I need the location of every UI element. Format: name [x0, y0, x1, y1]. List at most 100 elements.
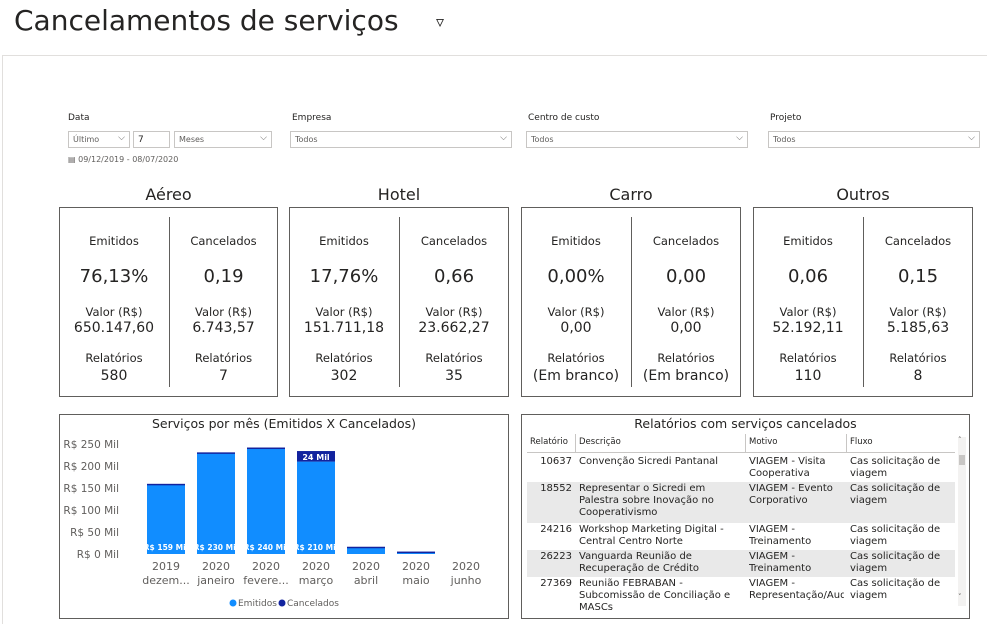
date-range: ▤ 09/12/2019 - 08/07/2020 — [68, 155, 178, 164]
data-label-cancelados: 24 Mil — [302, 453, 330, 462]
date-count-input[interactable]: 7 — [133, 131, 170, 148]
cell-descricao[interactable]: Reunião FEBRABAN - Subcomissão de Concil… — [579, 578, 731, 613]
kpi-card — [753, 207, 973, 397]
cell-motivo[interactable]: VIAGEM - Treinamento — [749, 524, 812, 547]
bar-cancelados — [147, 483, 185, 486]
y-tick-label: R$ 150 Mil — [63, 483, 119, 495]
kpi-card — [59, 207, 278, 397]
card-relatorios-label-cancelados: Relatórios — [425, 351, 483, 365]
cell-relatorio[interactable]: 24216 — [540, 524, 572, 535]
cell-motivo[interactable]: VIAGEM - Evento Corporativo — [749, 483, 833, 506]
card-title-2: Carro — [609, 185, 653, 204]
card-relatorios-label-emitidos: Relatórios — [85, 351, 143, 365]
card-percent-emitidos: 17,76% — [309, 266, 379, 287]
centro-dropdown[interactable]: Todos ⌵ — [526, 131, 748, 148]
scroll-up-icon[interactable]: ˄ — [958, 436, 962, 444]
cell-relatorio[interactable]: 27369 — [540, 578, 572, 589]
card-relatorios-cancelados: 7 — [219, 368, 228, 384]
date-mode-dropdown[interactable]: Último ⌵ — [68, 131, 130, 148]
card-valor-label-cancelados: Valor (R$) — [425, 305, 483, 319]
chevron-down-icon: ⌵ — [500, 133, 507, 143]
cell-fluxo[interactable]: Cas solicitação de viagem — [850, 483, 941, 506]
card-valor-label-cancelados: Valor (R$) — [889, 305, 947, 319]
bar-emitidos — [197, 452, 235, 554]
col-header-descricao[interactable]: Descrição — [579, 437, 621, 447]
projeto-dropdown[interactable]: Todos ⌵ — [768, 131, 980, 148]
cell-motivo[interactable]: VIAGEM - Visita Cooperativa — [749, 456, 826, 479]
bar-cancelados — [247, 447, 285, 450]
x-tick-month: fevere... — [243, 574, 288, 587]
table-scrollbar[interactable] — [958, 437, 966, 606]
col-sep — [846, 434, 847, 452]
x-tick-year: 2020 — [252, 560, 280, 573]
scroll-down-icon[interactable]: ˅ — [958, 593, 962, 601]
empresa-slicer-label: Empresa — [292, 113, 332, 123]
col-header-motivo[interactable]: Motivo — [749, 437, 778, 447]
x-tick-month: março — [299, 574, 334, 587]
card-relatorios-emitidos: 302 — [330, 368, 358, 384]
card-valor-emitidos: 0,00 — [560, 320, 592, 336]
cell-descricao[interactable]: Workshop Marketing Digital - Central Cen… — [579, 524, 724, 547]
cell-descricao[interactable]: Vanguarda Reunião de Recuperação de Créd… — [579, 551, 700, 574]
bar-emitidos — [247, 448, 285, 554]
card-valor-emitidos: 151.711,18 — [303, 320, 385, 336]
cell-descricao[interactable]: Convenção Sicredi Pantanal — [579, 456, 719, 467]
date-slicer-label: Data — [68, 113, 90, 123]
card-valor-cancelados: 23.662,27 — [418, 320, 490, 336]
x-tick-year: 2020 — [452, 560, 480, 573]
cell-motivo[interactable]: VIAGEM - Treinamento — [749, 551, 812, 574]
cell-relatorio[interactable]: 26223 — [540, 551, 572, 562]
chevron-down-icon: ⌵ — [736, 133, 743, 143]
legend-dot-emitidos — [229, 599, 237, 607]
empresa-value: Todos — [295, 135, 318, 144]
card-relatorios-label-cancelados: Relatórios — [194, 351, 253, 365]
cell-descricao[interactable]: Representar o Sicredi em Palestra sobre … — [579, 483, 714, 518]
chart-title: Serviços por mês (Emitidos X Cancelados) — [151, 416, 417, 431]
bar-cancelados — [347, 546, 385, 549]
cell-fluxo[interactable]: Cas solicitação de viagem — [850, 578, 941, 601]
empresa-dropdown[interactable]: Todos ⌵ — [290, 131, 512, 148]
card-valor-label-emitidos: Valor (R$) — [547, 305, 605, 319]
y-tick-label: R$ 50 Mil — [70, 527, 119, 539]
x-tick-month: dezem... — [142, 574, 190, 587]
header-divider — [527, 452, 955, 453]
page-title: Cancelamentos de serviços — [14, 4, 399, 37]
bar-cancelados — [197, 452, 235, 454]
cell-motivo[interactable]: VIAGEM - Representação/Audiência — [749, 578, 844, 601]
card-relatorios-cancelados: 35 — [445, 368, 463, 384]
x-tick-month: maio — [402, 574, 430, 587]
card-relatorios-emitidos: (Em branco) — [532, 368, 620, 384]
card-relatorios-cancelados: (Em branco) — [642, 368, 730, 384]
x-tick-year: 2020 — [402, 560, 430, 573]
card-relatorios-cancelados: 8 — [913, 368, 923, 384]
date-unit-dropdown[interactable]: Meses ⌵ — [174, 131, 272, 148]
y-tick-label: R$ 100 Mil — [63, 505, 119, 517]
cell-fluxo[interactable]: Cas solicitação de viagem — [850, 456, 941, 479]
card-valor-emitidos: 650.147,60 — [73, 320, 155, 336]
card-percent-cancelados: 0,00 — [665, 266, 707, 287]
card-percent-emitidos: 76,13% — [79, 266, 149, 287]
scrollbar-thumb[interactable] — [959, 455, 965, 465]
legend-dot-cancelados — [278, 599, 286, 607]
col-header-relatorio[interactable]: Relatório — [530, 437, 568, 447]
projeto-value: Todos — [773, 135, 796, 144]
card-valor-emitidos: 52.192,11 — [772, 320, 844, 336]
card-relatorios-label-cancelados: Relatórios — [889, 351, 947, 365]
data-label-emitidos: R$ 210 Mil — [294, 543, 338, 552]
card-label-cancelados: Cancelados — [884, 234, 952, 248]
projeto-slicer-label: Projeto — [770, 113, 802, 123]
bar-cancelados — [297, 451, 335, 462]
x-tick-year: 2020 — [352, 560, 380, 573]
card-valor-cancelados: 0,00 — [670, 320, 702, 336]
chevron-down-icon[interactable]: ▿ — [436, 12, 445, 31]
card-relatorios-label-cancelados: Relatórios — [657, 351, 715, 365]
col-header-fluxo[interactable]: Fluxo — [850, 437, 873, 447]
card-valor-label-emitidos: Valor (R$) — [779, 305, 837, 319]
cell-fluxo[interactable]: Cas solicitação de viagem — [850, 524, 941, 547]
centro-value: Todos — [531, 135, 554, 144]
cell-fluxo[interactable]: Cas solicitação de viagem — [850, 551, 941, 574]
cell-relatorio[interactable]: 10637 — [540, 456, 572, 467]
kpi-card — [289, 207, 509, 397]
cell-relatorio[interactable]: 18552 — [540, 483, 572, 494]
data-label-emitidos: R$ 230 Mil — [194, 543, 238, 552]
